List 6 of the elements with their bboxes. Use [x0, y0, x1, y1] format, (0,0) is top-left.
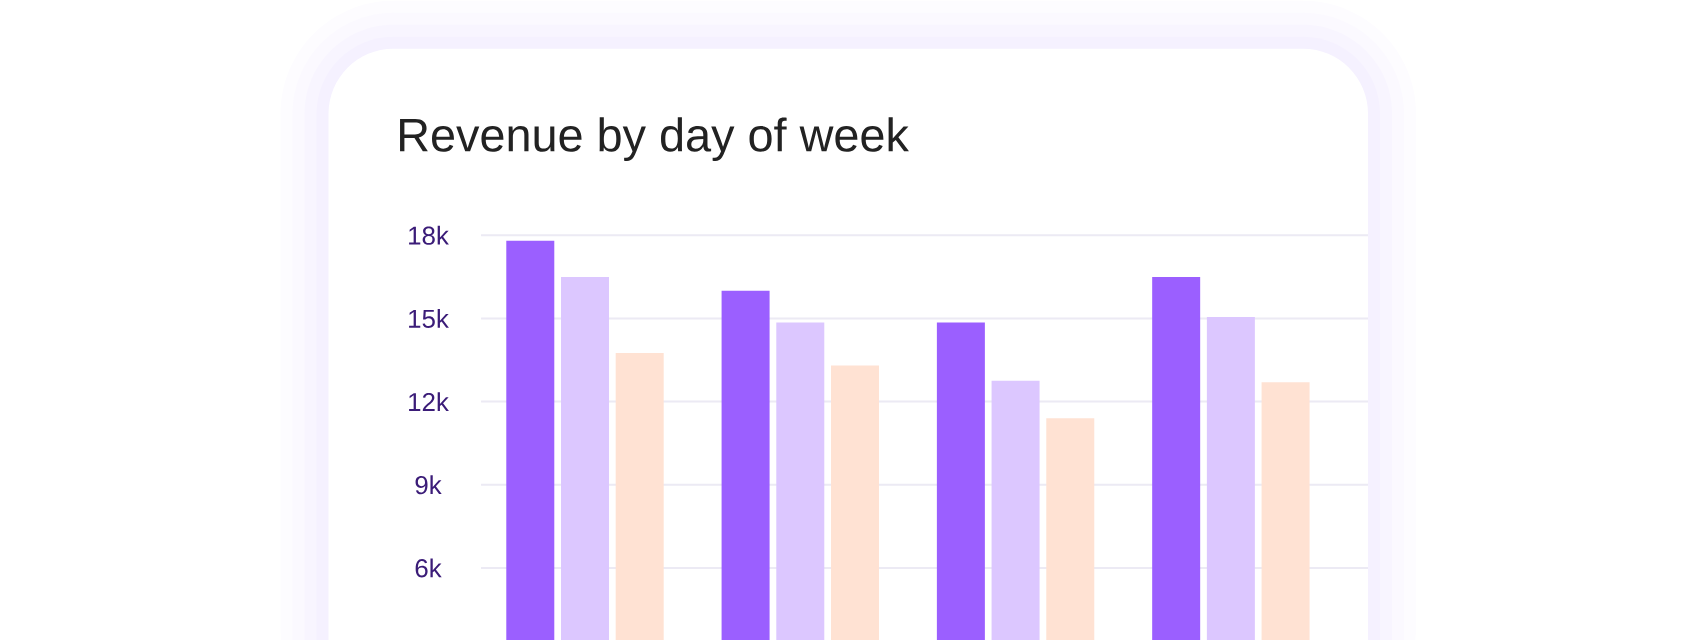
chart-title: Revenue by day of week — [400, 117, 909, 162]
y-tick-label: 9k — [415, 475, 442, 495]
y-tick-label: 18k — [409, 225, 449, 245]
y-tick-label: 6k — [415, 558, 442, 578]
y-tick-label: 12k — [409, 392, 449, 411]
y-tick-label: 15k — [409, 308, 449, 328]
